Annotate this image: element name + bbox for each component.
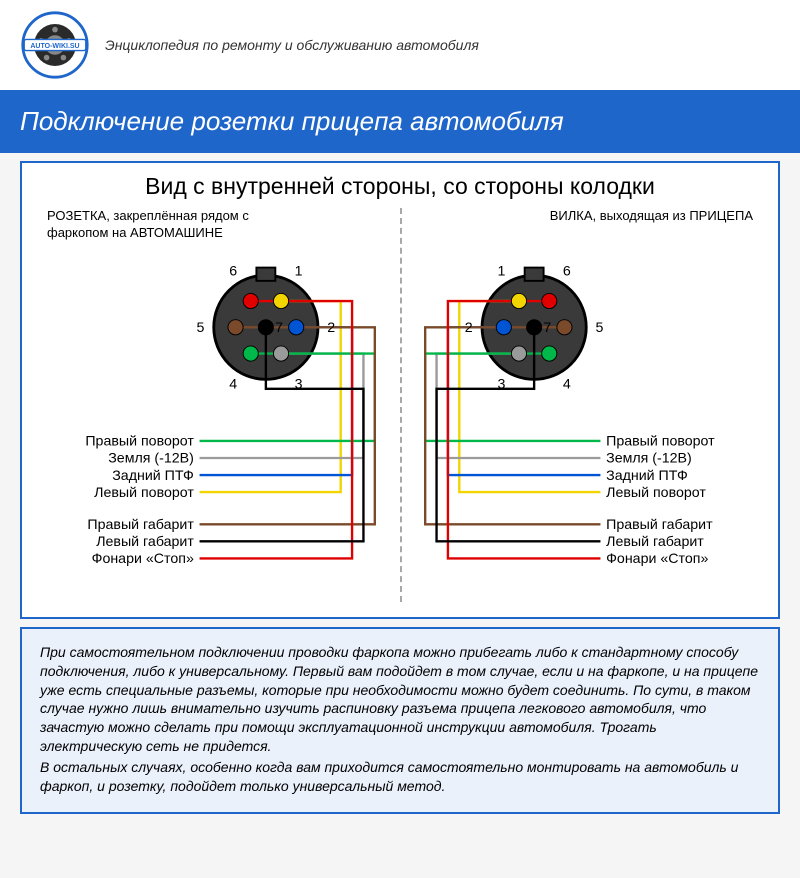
svg-text:1: 1 [497, 263, 505, 279]
diagram-heading: Вид с внутренней стороны, со стороны кол… [37, 173, 763, 200]
svg-text:4: 4 [563, 376, 571, 392]
svg-text:6: 6 [563, 263, 571, 279]
plug-svg: 1 2 3 4 5 6 7 Правый поворот Земля (-12В)Задний … [400, 242, 763, 602]
svg-text:4: 4 [229, 376, 237, 392]
svg-text:1: 1 [295, 263, 303, 279]
svg-text:7: 7 [543, 320, 551, 336]
svg-text:2: 2 [327, 320, 335, 336]
svg-text:3: 3 [497, 376, 505, 392]
svg-text:2: 2 [465, 320, 473, 336]
pin-label-4: Правый поворот [85, 433, 194, 449]
svg-text:3: 3 [295, 376, 303, 392]
socket-svg: 1 2 3 4 5 6 7 Правый поворот Земля (-12В)Задний … [37, 242, 400, 602]
svg-text:AUTO-WIKI.SU: AUTO-WIKI.SU [30, 43, 79, 50]
pin-label-5: Правый габарит [87, 517, 194, 533]
pin-label-1: Левый поворот [94, 485, 194, 501]
pin-label-4: Правый поворот [606, 433, 715, 449]
logo-icon: AUTO-WIKI.SU [20, 10, 90, 80]
socket-caption: РОЗЕТКА, закреплённая рядом с фаркопом н… [37, 208, 400, 242]
pin-label-3: Земля (-12В) [108, 451, 194, 467]
page-title: Подключение розетки прицепа автомобиля [0, 90, 800, 153]
description-box: При самостоятельном подключении проводки… [20, 627, 780, 814]
pin-label-2: Задний ПТФ [112, 468, 194, 484]
description-p1: При самостоятельном подключении проводки… [40, 643, 760, 756]
svg-text:7: 7 [275, 320, 283, 336]
pin-label-3: Земля (-12В) [606, 451, 692, 467]
svg-text:6: 6 [229, 263, 237, 279]
pin-label-7: Левый габарит [96, 534, 194, 550]
svg-text:5: 5 [197, 320, 205, 336]
description-p2: В остальных случаях, особенно когда вам … [40, 758, 760, 796]
site-subtitle: Энциклопедия по ремонту и обслуживанию а… [105, 36, 479, 54]
plug-half: ВИЛКА, выходящая из ПРИЦЕПА 1 2 3 4 5 6 7 Правы… [400, 208, 763, 602]
site-header: AUTO-WIKI.SU Энциклопедия по ремонту и о… [0, 0, 800, 90]
plug-caption: ВИЛКА, выходящая из ПРИЦЕПА [400, 208, 763, 242]
pin-label-6: Фонари «Стоп» [606, 551, 708, 567]
pin-label-2: Задний ПТФ [606, 468, 688, 484]
socket-half: РОЗЕТКА, закреплённая рядом с фаркопом н… [37, 208, 400, 602]
pin-label-1: Левый поворот [606, 485, 706, 501]
svg-text:5: 5 [596, 320, 604, 336]
pin-label-7: Левый габарит [606, 534, 704, 550]
wiring-diagram: Вид с внутренней стороны, со стороны кол… [20, 161, 780, 619]
pin-label-5: Правый габарит [606, 517, 713, 533]
pin-label-6: Фонари «Стоп» [92, 551, 194, 567]
